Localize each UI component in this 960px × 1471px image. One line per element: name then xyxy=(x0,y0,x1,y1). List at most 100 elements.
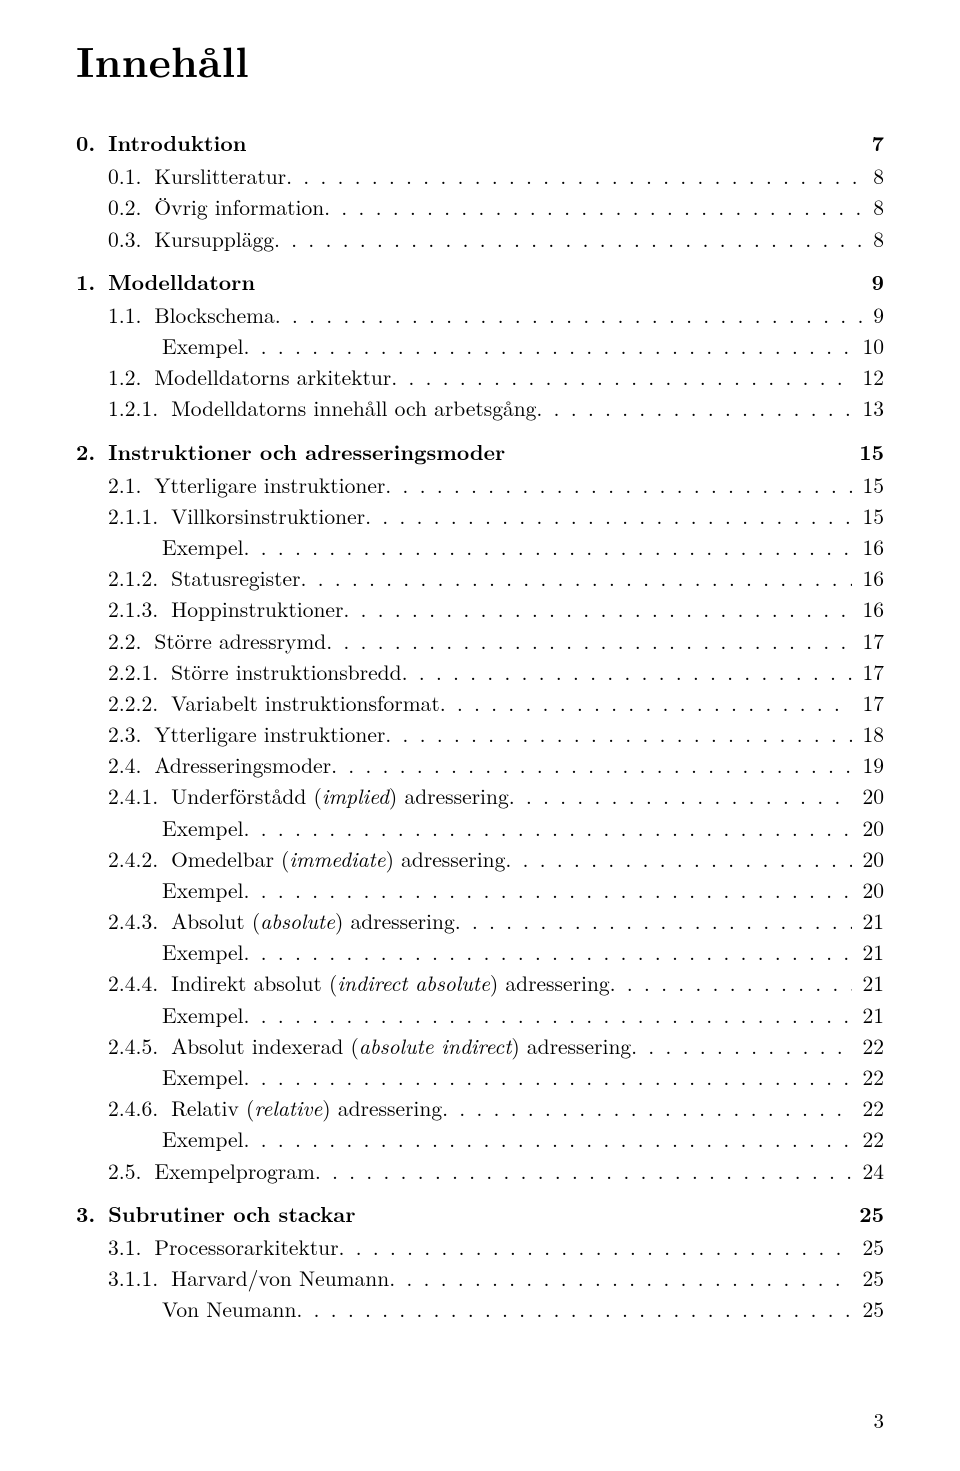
toc-entry-page: 22 xyxy=(852,1062,884,1093)
toc-entry-number: 2.2.2. xyxy=(108,688,158,718)
toc-leader-dots xyxy=(455,906,884,937)
toc-section: 2.1.2.Statusregister16 xyxy=(108,563,884,594)
toc-leader-dots xyxy=(326,626,884,657)
toc-entry-label: Exempel xyxy=(162,937,244,967)
toc-entry-number: 1.2. xyxy=(108,362,141,392)
toc-entry-page: 9 xyxy=(862,267,884,298)
toc-leader-dots xyxy=(365,501,884,532)
toc-chapter: 0.Introduktion7 xyxy=(76,128,884,159)
toc-leader-dots xyxy=(244,331,884,362)
toc-entry-number: 0.1. xyxy=(108,161,141,191)
toc-entry-number: 2.3. xyxy=(108,719,141,749)
toc-entry-label: Harvard/von Neumann xyxy=(171,1263,389,1293)
toc-entry-label: Större instruktionsbredd xyxy=(171,657,401,687)
toc-entry-label: Relativ (relative) adressering xyxy=(171,1093,442,1123)
toc-leader-dots xyxy=(389,1263,884,1294)
toc-entry-page: 20 xyxy=(852,844,884,875)
toc-leader-dots xyxy=(244,875,884,906)
toc-entry-number: 2.4.3. xyxy=(108,906,158,936)
toc-entry-page: 21 xyxy=(852,968,884,999)
toc-entry-label: Exempel xyxy=(162,532,244,562)
toc-subentry: Exempel22 xyxy=(162,1124,884,1155)
toc-subentry: Exempel22 xyxy=(162,1062,884,1093)
toc-entry-page: 17 xyxy=(852,688,884,719)
toc-leader-dots xyxy=(385,470,884,501)
toc-entry-label: Variabelt instruktionsformat xyxy=(171,688,440,718)
toc-entry-label: Processorarkitektur xyxy=(154,1232,338,1262)
toc-chapter: 3. Subrutiner och stackar 25 xyxy=(76,1199,884,1230)
toc-entry-page: 15 xyxy=(849,437,884,468)
toc-entry-number: 2.4.6. xyxy=(108,1093,158,1123)
toc-leader-dots xyxy=(331,750,884,781)
toc-leader-dots xyxy=(244,1062,884,1093)
toc-section: 1.2.1.Modelldatorns innehåll och arbetsg… xyxy=(108,393,884,424)
toc-entry-page: 25 xyxy=(849,1199,884,1230)
toc-entry-number: 1.2.1. xyxy=(108,393,158,423)
toc-subentry: Exempel 20 xyxy=(162,813,884,844)
toc-entry-page: 25 xyxy=(852,1294,884,1325)
toc-body: 0.Introduktion70.1. Kurslitteratur 80.2.Öv… xyxy=(76,128,884,1325)
toc-entry-label: Övrig information xyxy=(154,192,324,222)
toc-section: 2.3.Ytterligare instruktioner18 xyxy=(108,719,884,750)
toc-entry-label: Subrutiner och stackar xyxy=(108,1199,355,1229)
toc-leader-dots xyxy=(274,224,884,255)
toc-entry-number: 0. xyxy=(76,128,95,158)
toc-subentry: Exempel21 xyxy=(162,937,884,968)
toc-entry-page: 8 xyxy=(863,161,884,192)
toc-entry-label: Kurslitteratur xyxy=(154,161,286,191)
toc-entry-label: Exempel xyxy=(162,331,244,361)
toc-entry-number: 3. xyxy=(76,1199,95,1229)
toc-entry-number: 2.1.2. xyxy=(108,563,158,593)
toc-section: 2.4.1.Underförstådd (implied) adresserin… xyxy=(108,781,884,812)
toc-entry-page: 20 xyxy=(852,813,884,844)
toc-subentry: Exempel16 xyxy=(162,532,884,563)
toc-entry-number: 2.4.4. xyxy=(108,968,158,998)
toc-entry-page: 15 xyxy=(852,470,884,501)
toc-entry-label: Blockschema xyxy=(154,300,274,330)
toc-entry-label: Adresseringsmoder xyxy=(154,750,331,780)
toc-entry-number: 2.4.1. xyxy=(108,781,158,811)
toc-entry-page: 13 xyxy=(852,393,884,424)
toc-leader-dots xyxy=(631,1031,884,1062)
toc-entry-page: 12 xyxy=(852,362,884,393)
toc-entry-label: Von Neumann xyxy=(162,1294,296,1324)
toc-section: 2.4.2.Omedelbar (immediate) adressering2… xyxy=(108,844,884,875)
toc-entry-page: 17 xyxy=(852,657,884,688)
toc-entry-number: 2.4.5. xyxy=(108,1031,158,1061)
toc-entry-label: Exempel xyxy=(162,813,244,843)
toc-leader-dots xyxy=(244,1000,884,1031)
toc-entry-page: 9 xyxy=(863,300,884,331)
toc-leader-dots xyxy=(244,1124,884,1155)
toc-entry-label: Instruktioner och adresseringsmoder xyxy=(108,437,505,467)
toc-entry-label: Kursupplägg xyxy=(154,224,274,254)
toc-leader-dots xyxy=(324,192,884,223)
toc-entry-number: 2.5. xyxy=(108,1156,141,1186)
toc-entry-page: 22 xyxy=(852,1031,884,1062)
toc-section: 0.3.Kursupplägg8 xyxy=(108,224,884,255)
toc-leader-dots xyxy=(244,813,884,844)
toc-section: 0.2.Övrig information8 xyxy=(108,192,884,223)
toc-leader-dots xyxy=(391,362,884,393)
toc-entry-number: 3.1. xyxy=(108,1232,141,1262)
toc-entry-number: 2.2. xyxy=(108,626,141,656)
toc-entry-number: 2.4. xyxy=(108,750,141,780)
toc-leader-dots xyxy=(300,563,884,594)
toc-entry-number: 0.3. xyxy=(108,224,141,254)
toc-chapter: 2.Instruktioner och adresseringsmoder15 xyxy=(76,437,884,468)
toc-subentry: Exempel10 xyxy=(162,331,884,362)
toc-entry-number: 3.1.1. xyxy=(108,1263,158,1293)
toc-section: 1.2.Modelldatorns arkitektur12 xyxy=(108,362,884,393)
toc-entry-page: 21 xyxy=(852,1000,884,1031)
toc-section: 3.1.1.Harvard/von Neumann25 xyxy=(108,1263,884,1294)
toc-entry-label: Exempel xyxy=(162,1000,244,1030)
toc-entry-page: 20 xyxy=(852,875,884,906)
toc-entry-page: 22 xyxy=(852,1124,884,1155)
toc-title: Innehåll xyxy=(76,30,884,90)
toc-entry-page: 16 xyxy=(852,594,884,625)
toc-entry-page: 18 xyxy=(852,719,884,750)
toc-leader-dots xyxy=(244,937,884,968)
toc-leader-dots xyxy=(275,300,884,331)
toc-subentry: Exempel 21 xyxy=(162,1000,884,1031)
toc-page: Innehåll 0.Introduktion70.1. Kurslitterat… xyxy=(0,0,960,1471)
toc-entry-label: Exempel xyxy=(162,875,244,905)
